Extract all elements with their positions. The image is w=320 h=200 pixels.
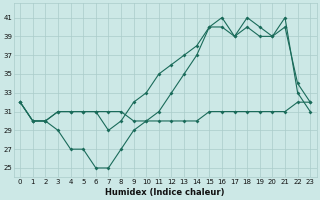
X-axis label: Humidex (Indice chaleur): Humidex (Indice chaleur) [106,188,225,197]
